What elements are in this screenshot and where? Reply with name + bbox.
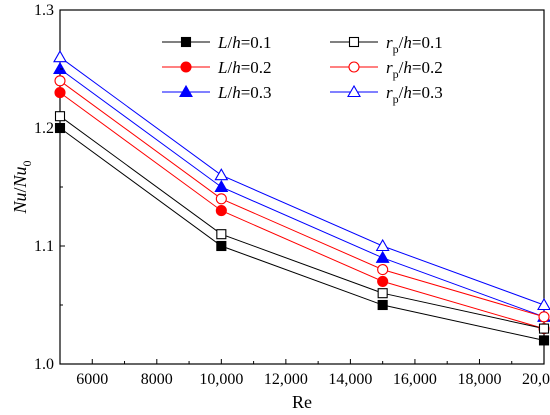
y-tick-label: 1.1: [34, 238, 54, 255]
data-point: [216, 229, 227, 240]
x-axis-ticks: 6000 8000 10,000 12,000 14,000 16,000 18,000 20…: [76, 359, 550, 388]
legend-marker: [180, 36, 192, 48]
data-point: [377, 288, 388, 299]
x-tick-label: 8000: [141, 371, 173, 388]
plot-frame: [59, 9, 545, 365]
data-point: [216, 240, 227, 252]
x-tick-label: 18,000: [457, 371, 501, 388]
data-point: [375, 238, 390, 252]
data-point: [538, 335, 550, 346]
legend-marker: [179, 84, 193, 98]
y-tick-label: 1.3: [34, 2, 54, 19]
series-lines: [59, 56, 545, 341]
legend-marker: [348, 36, 360, 48]
legend: L/h=0.1 L/h=0.2 L/h=0.3 rp/h=0.1rp/h=0.2rp/…: [162, 33, 443, 106]
legend-marker: [348, 61, 360, 73]
legend-label: rp/h=0.3: [386, 83, 443, 106]
x-tick-label: 16,000: [393, 371, 437, 388]
data-point: [214, 168, 229, 181]
legend-marker: [347, 84, 361, 98]
data-point: [538, 311, 550, 323]
data-point: [215, 205, 227, 217]
series-line: [59, 127, 545, 341]
data-point: [214, 179, 229, 193]
y-axis-title-den: Nu: [10, 166, 30, 188]
series-line: [59, 80, 545, 318]
data-point: [54, 87, 66, 99]
x-tick-label: 14,000: [328, 371, 372, 388]
y-axis-ticks: 1.0 1.1 1.2 1.3: [34, 2, 65, 373]
y-axis-title-sub: 0: [20, 160, 34, 166]
data-point: [53, 61, 67, 75]
data-point: [538, 323, 550, 334]
x-axis-title: Re: [292, 392, 312, 412]
data-point: [377, 299, 388, 311]
y-tick-label: 1.0: [34, 356, 54, 373]
legend-label: L/h=0.1: [217, 33, 272, 52]
legend-label: L/h=0.2: [217, 58, 272, 77]
x-tick-label: 6000: [76, 371, 108, 388]
legend-label: L/h=0.3: [217, 83, 272, 102]
y-tick-label: 1.2: [34, 120, 54, 137]
data-point: [215, 193, 227, 205]
data-point: [54, 75, 66, 87]
legend-marker: [180, 61, 192, 73]
data-point: [53, 50, 67, 63]
legend-label: rp/h=0.2: [386, 58, 443, 81]
series-markers: [53, 50, 550, 346]
legend-label: rp/h=0.1: [386, 33, 443, 56]
y-axis-title-main: Nu: [10, 193, 30, 215]
series-line: [59, 92, 545, 330]
data-point: [537, 297, 550, 311]
data-point: [375, 250, 390, 263]
x-tick-label: 20,000: [522, 371, 550, 388]
y-axis-title: Nu/Nu0: [10, 160, 34, 214]
data-point: [377, 275, 389, 287]
series-line: [59, 56, 545, 306]
series-line: [59, 115, 545, 330]
x-tick-label: 12,000: [264, 371, 308, 388]
data-point: [54, 111, 66, 122]
series-line: [59, 68, 545, 318]
y-axis-title-sep: /: [10, 187, 30, 192]
data-point: [377, 264, 389, 276]
x-tick-label: 10,000: [199, 371, 243, 388]
